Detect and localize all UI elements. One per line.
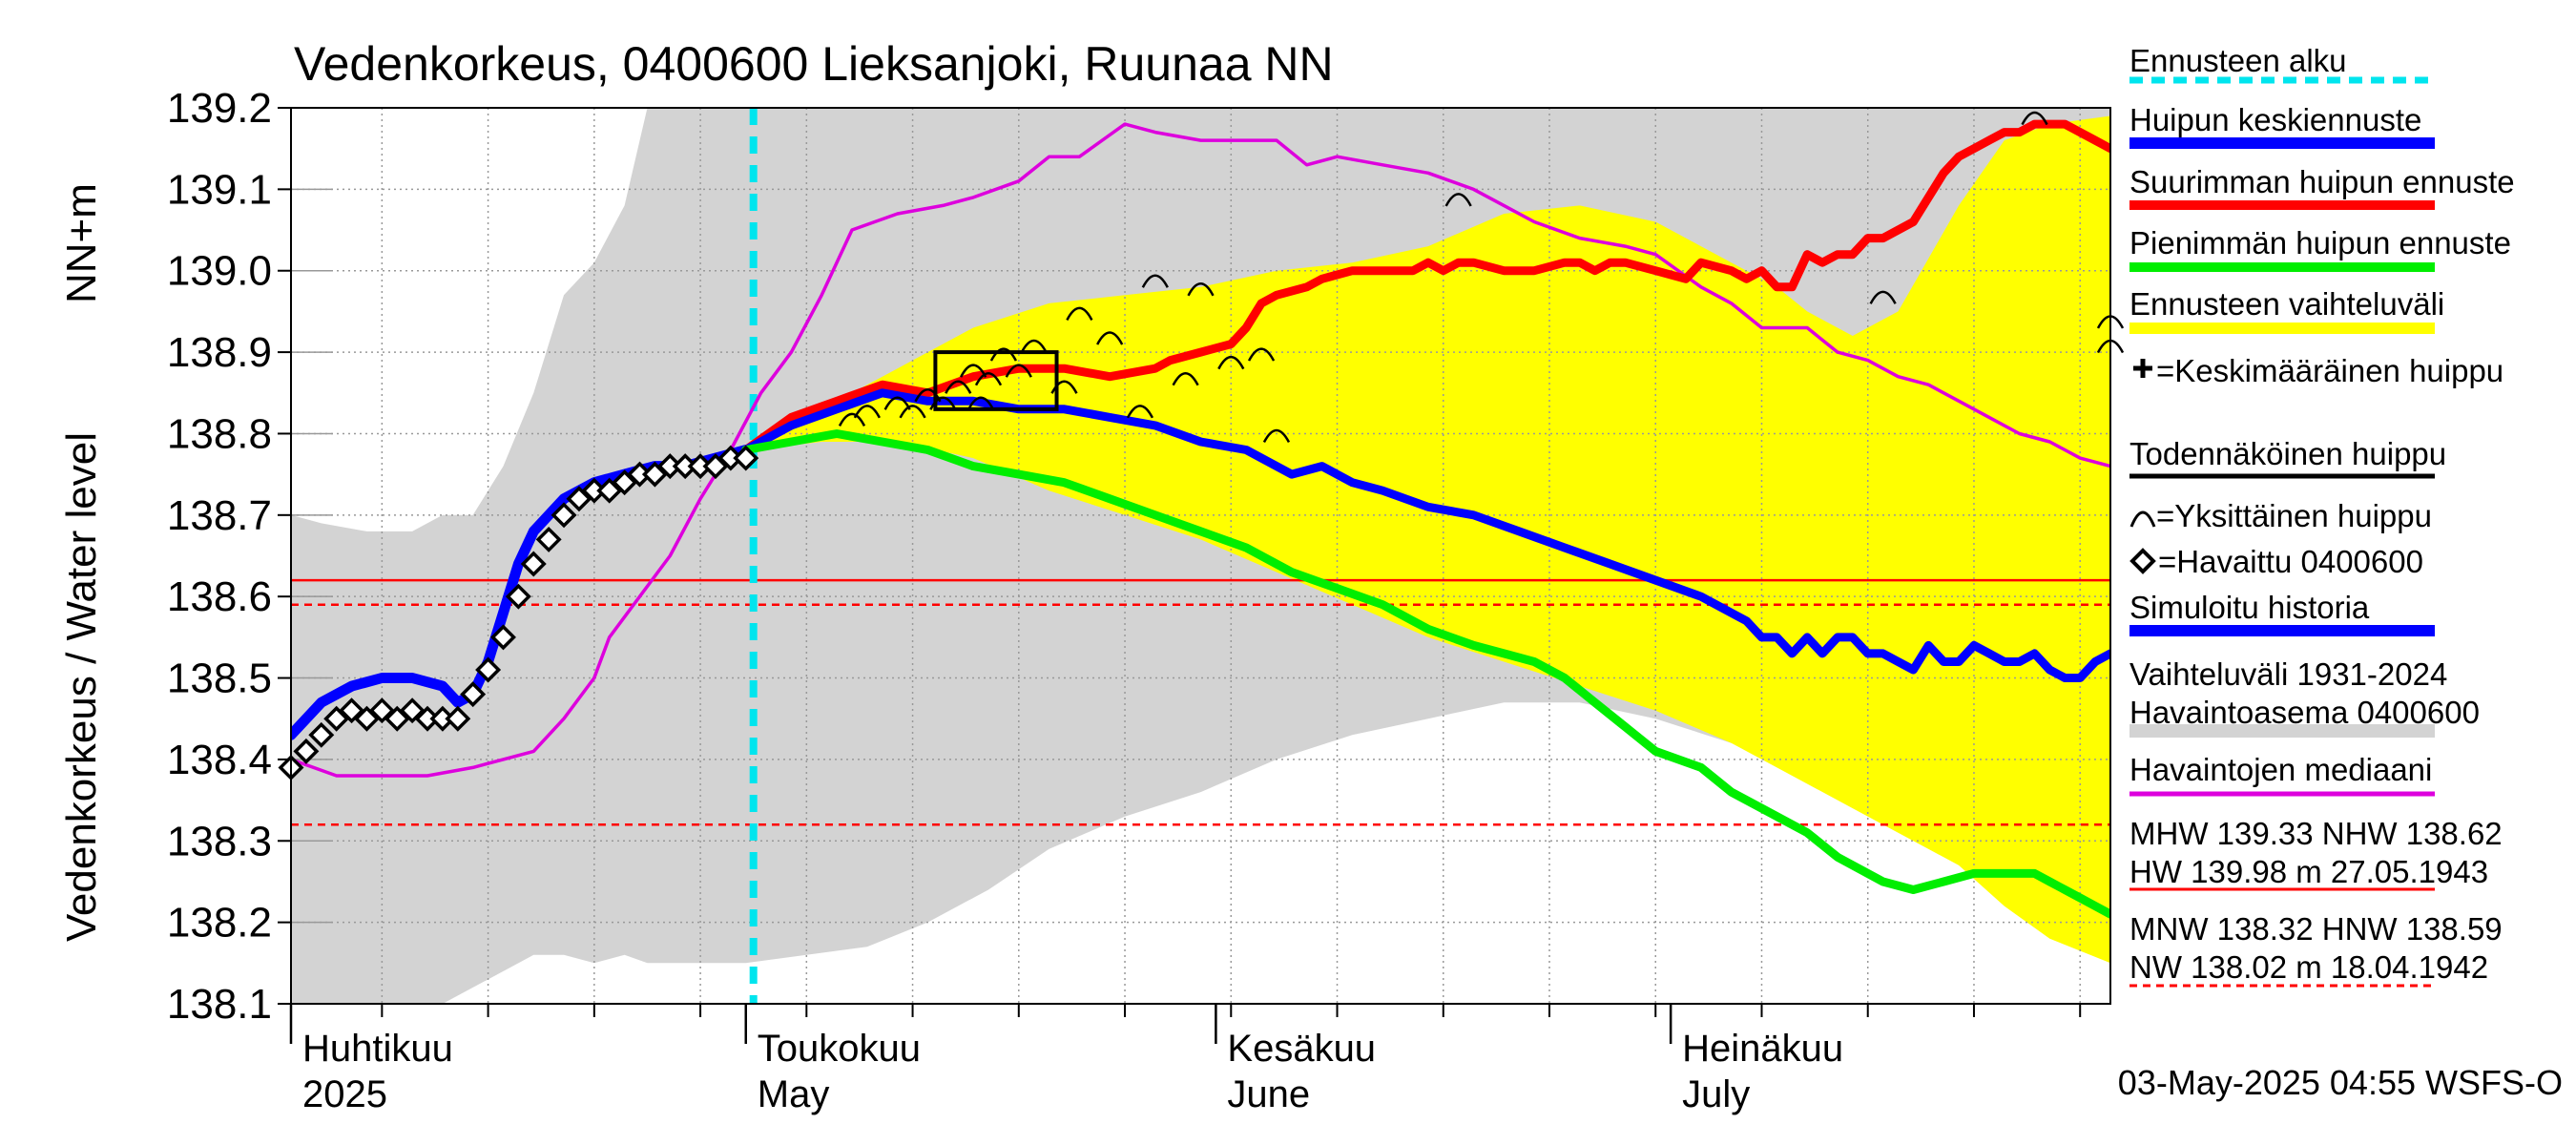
y-tick-label: 138.7 <box>167 492 272 539</box>
individual-peak-marker <box>945 380 972 394</box>
timestamp-footer: 03-May-2025 04:55 WSFS-O <box>2117 1063 2563 1102</box>
individual-peak-marker <box>1187 282 1215 297</box>
individual-peak-marker <box>960 364 987 378</box>
x-month-sublabel: July <box>1682 1073 1750 1115</box>
observed-point <box>445 705 471 732</box>
legend-label-line2: NW 138.02 m 18.04.1942 <box>2129 949 2488 985</box>
individual-peak-marker <box>1141 274 1169 288</box>
y-tick-label: 139.0 <box>167 248 272 295</box>
probable-peak-box <box>933 350 1059 411</box>
legend-label-line2: Havaintoasema 0400600 <box>2129 695 2480 730</box>
series-layer <box>291 108 2110 1004</box>
observed-point <box>475 656 502 683</box>
y-tick-label: 138.9 <box>167 329 272 376</box>
individual-peak-marker <box>899 405 926 419</box>
observed-point <box>368 697 395 724</box>
individual-peak-marker <box>1005 364 1032 378</box>
legend-label: MHW 139.33 NHW 138.62 <box>2129 816 2503 851</box>
legend: Ennusteen alku Huipun keskiennuste Suurimm… <box>2129 43 2515 988</box>
individual-peak-marker <box>1444 193 1472 207</box>
observed-point <box>308 721 335 748</box>
individual-peak-marker <box>838 412 866 427</box>
individual-peak-marker <box>1050 380 1078 394</box>
x-month-label: Huhtikuu <box>302 1028 453 1070</box>
legend-swatch-arc <box>2129 510 2156 528</box>
observed-point <box>733 445 759 471</box>
y-tick-label: 138.6 <box>167 573 272 620</box>
y-axis-unit: NN+m <box>58 183 105 303</box>
chart-title: Vedenkorkeus, 0400600 Lieksanjoki, Ruuna… <box>294 37 1334 91</box>
observed-point <box>460 681 487 708</box>
legend-label-line2: HW 139.98 m 27.05.1943 <box>2129 854 2488 889</box>
series-line-pienimm-n-huipun-ennuste <box>741 429 2110 919</box>
x-month-label: Heinäkuu <box>1682 1028 1843 1070</box>
x-month-sublabel: 2025 <box>302 1073 387 1115</box>
individual-peak-marker <box>966 396 995 410</box>
individual-peak-marker <box>2021 111 2048 126</box>
legend-label: Todennäköinen huippu <box>2129 436 2446 471</box>
legend-label: MNW 138.32 HNW 138.59 <box>2129 911 2503 947</box>
individual-peak-marker <box>989 347 1018 362</box>
x-month-label: Toukokuu <box>758 1028 921 1070</box>
legend-label: Ennusteen vaihteluväli <box>2129 286 2444 322</box>
legend-swatch-plus <box>2133 359 2152 378</box>
y-axis-label: Vedenkorkeus / Water level <box>58 432 105 942</box>
y-tick-label: 139.1 <box>167 166 272 213</box>
legend-label: Ennusteen alku <box>2129 43 2347 78</box>
y-tick-label: 138.3 <box>167 818 272 864</box>
individual-peak-marker <box>1096 331 1124 345</box>
y-tick-label: 138.2 <box>167 900 272 947</box>
individual-peak-marker <box>974 371 1003 386</box>
x-month-label: Kesäkuu <box>1227 1028 1376 1070</box>
legend-label: Pienimmän huipun ennuste <box>2129 225 2511 260</box>
legend-label: =Yksittäinen huippu <box>2156 498 2432 533</box>
legend-label: Suurimman huipun ennuste <box>2129 164 2515 199</box>
series-line-huipun-keskiennuste <box>741 388 2110 682</box>
legend-swatch-diamond <box>2129 548 2156 574</box>
legend-label: =Keskimääräinen huippu <box>2156 353 2503 388</box>
grid-layer <box>291 108 2110 1004</box>
legend-label: Havaintojen mediaani <box>2129 752 2432 787</box>
series-line-suurimman-huipun-ennuste <box>741 119 2110 454</box>
observed-point <box>339 697 365 724</box>
reference-lines-layer <box>291 578 2110 826</box>
observed-point <box>551 502 577 529</box>
plot-frame <box>290 107 2111 1005</box>
y-tick-label: 138.8 <box>167 410 272 457</box>
individual-peak-marker <box>1172 371 1199 386</box>
legend-label: Huipun keskiennuste <box>2129 102 2421 137</box>
individual-peak-marker <box>883 396 911 410</box>
observed-point <box>535 526 562 552</box>
legend-label: Vaihteluväli 1931-2024 <box>2129 656 2447 692</box>
individual-peak-marker <box>1217 355 1245 370</box>
individual-peak-marker <box>914 388 942 403</box>
markers-layer <box>278 111 2125 781</box>
y-tick-label: 139.2 <box>167 85 272 132</box>
individual-peak-marker <box>1066 306 1093 321</box>
observed-point <box>490 624 516 651</box>
individual-peak-marker <box>1247 347 1276 362</box>
observed-point <box>520 551 547 577</box>
individual-peak-marker <box>1869 290 1897 304</box>
observed-point <box>293 738 320 764</box>
x-month-sublabel: June <box>1227 1073 1310 1115</box>
individual-peak-marker <box>853 405 881 419</box>
individual-peak-marker <box>929 396 957 410</box>
y-tick-label: 138.5 <box>167 656 272 702</box>
axes-layer: 138.1 138.2 138.3 138.4 138.5 138.6 138.7 138.8… <box>167 85 2082 1115</box>
individual-peak-marker <box>1262 428 1291 444</box>
y-tick-label: 138.1 <box>167 981 272 1028</box>
series-line-havaintojen-mediaani <box>291 122 2110 778</box>
y-tick-label: 138.4 <box>167 737 272 783</box>
individual-peak-marker <box>1020 339 1048 354</box>
legend-label: =Havaittu 0400600 <box>2158 544 2423 579</box>
legend-label: Simuloitu historia <box>2129 590 2370 625</box>
x-month-sublabel: May <box>758 1073 830 1115</box>
individual-peak-marker <box>1126 405 1154 419</box>
observed-point <box>505 583 531 610</box>
